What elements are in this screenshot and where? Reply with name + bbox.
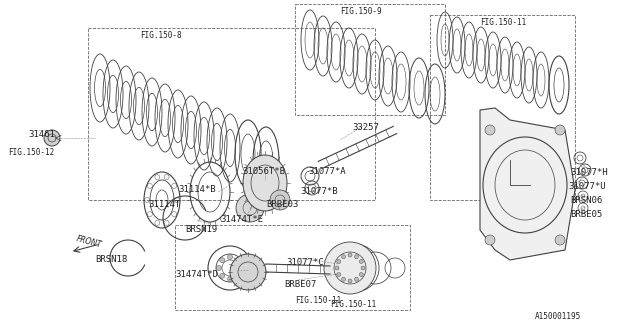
Ellipse shape <box>555 235 565 245</box>
Ellipse shape <box>485 235 495 245</box>
Text: FIG.150-11: FIG.150-11 <box>330 300 376 309</box>
Ellipse shape <box>355 277 358 281</box>
Ellipse shape <box>359 273 364 276</box>
Text: FIG.150-11: FIG.150-11 <box>295 296 341 305</box>
Ellipse shape <box>359 260 364 263</box>
Ellipse shape <box>270 190 290 210</box>
Ellipse shape <box>324 242 376 294</box>
Text: 31474T*D: 31474T*D <box>175 270 218 279</box>
Bar <box>88 28 375 200</box>
Ellipse shape <box>230 254 266 290</box>
Ellipse shape <box>220 273 225 278</box>
Bar <box>295 4 445 115</box>
Ellipse shape <box>555 125 565 135</box>
Polygon shape <box>480 108 575 260</box>
Text: FRONT: FRONT <box>75 235 102 250</box>
Text: 31077*C: 31077*C <box>286 258 324 267</box>
Ellipse shape <box>342 255 346 259</box>
Text: FIG.150-9: FIG.150-9 <box>340 7 381 16</box>
Bar <box>175 225 410 310</box>
Text: 31077*U: 31077*U <box>568 182 605 191</box>
Text: 31474T*E: 31474T*E <box>220 215 263 224</box>
Text: FIG.150-8: FIG.150-8 <box>140 31 182 40</box>
Text: FIG.150-12: FIG.150-12 <box>8 148 54 157</box>
Text: BRSN19: BRSN19 <box>185 225 217 234</box>
Ellipse shape <box>216 266 221 270</box>
Ellipse shape <box>239 266 243 270</box>
Text: BRBE03: BRBE03 <box>266 200 298 209</box>
Text: 31114*B: 31114*B <box>178 185 216 194</box>
Ellipse shape <box>355 255 358 259</box>
Ellipse shape <box>236 258 240 263</box>
Ellipse shape <box>44 130 60 146</box>
Ellipse shape <box>227 276 232 282</box>
Ellipse shape <box>227 254 232 260</box>
Text: 33257: 33257 <box>352 123 379 132</box>
Ellipse shape <box>335 266 339 270</box>
Text: BRSN18: BRSN18 <box>95 255 127 264</box>
Ellipse shape <box>337 273 340 276</box>
Ellipse shape <box>220 258 225 263</box>
Text: FIG.150-11: FIG.150-11 <box>480 18 526 27</box>
Text: 31077*A: 31077*A <box>308 167 346 176</box>
Ellipse shape <box>236 273 240 278</box>
Ellipse shape <box>485 125 495 135</box>
Text: 31114T: 31114T <box>148 200 180 209</box>
Ellipse shape <box>361 266 365 270</box>
Ellipse shape <box>348 279 352 283</box>
Text: 31461: 31461 <box>28 130 55 139</box>
Ellipse shape <box>236 194 264 222</box>
Text: BRBE07: BRBE07 <box>284 280 316 289</box>
Ellipse shape <box>243 155 287 211</box>
Ellipse shape <box>342 277 346 281</box>
Ellipse shape <box>348 253 352 257</box>
Ellipse shape <box>337 260 340 263</box>
Text: 31056T*B: 31056T*B <box>242 167 285 176</box>
Text: BRSN06: BRSN06 <box>570 196 602 205</box>
Text: 31077*B: 31077*B <box>300 187 338 196</box>
Bar <box>430 15 575 200</box>
Text: 31077*H: 31077*H <box>570 168 607 177</box>
Text: BRBE05: BRBE05 <box>570 210 602 219</box>
Text: A150001195: A150001195 <box>535 312 581 320</box>
